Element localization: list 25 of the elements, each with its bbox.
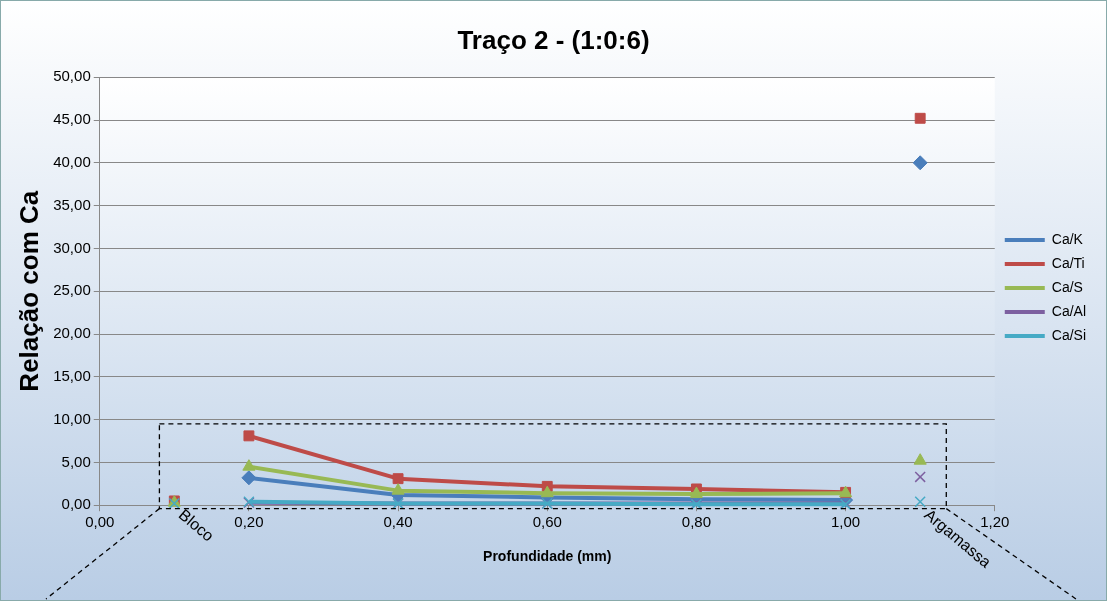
y-tick-label: 5,00	[61, 452, 91, 470]
legend-label: Ca/Ti	[1051, 254, 1085, 271]
x-tick-label: 0,20	[234, 513, 264, 531]
y-tick-label: 45,00	[53, 110, 91, 128]
y-tick-label: 40,00	[53, 152, 91, 170]
x-tick-label: 0,80	[681, 513, 712, 531]
y-tick-label: 15,00	[53, 366, 91, 384]
y-tick-label: 50,00	[53, 67, 91, 85]
y-tick-label: 25,00	[53, 281, 91, 299]
x-tick-label: 0,60	[532, 513, 562, 531]
y-tick-label: 10,00	[53, 409, 91, 427]
x-axis-title: Profundidade (mm)	[483, 548, 612, 565]
y-tick-label: 0,00	[61, 495, 91, 513]
legend-label: Ca/S	[1051, 278, 1083, 295]
chart-title: Traço 2 - (1:0:6)	[457, 24, 650, 55]
x-tick-label: 0,00	[85, 513, 115, 531]
y-tick-label: 30,00	[53, 238, 91, 256]
x-tick-label: 1,00	[830, 513, 861, 531]
legend-label: Ca/K	[1051, 230, 1084, 247]
x-tick-label: 0,40	[383, 513, 413, 531]
y-axis-title: Relação com Ca	[13, 190, 44, 392]
y-tick-label: 35,00	[53, 195, 91, 213]
y-tick-label: 20,00	[53, 324, 91, 342]
legend-label: Ca/Al	[1051, 302, 1086, 319]
legend-label: Ca/Si	[1051, 326, 1086, 343]
